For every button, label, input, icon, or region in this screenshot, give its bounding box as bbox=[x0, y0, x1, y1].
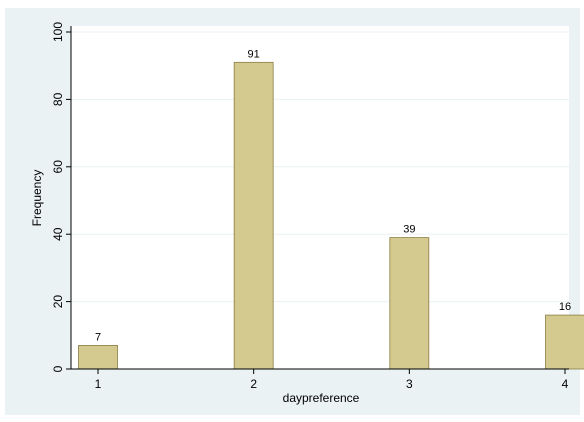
x-tick-label: 4 bbox=[562, 377, 569, 391]
y-tick-label: 100 bbox=[51, 22, 65, 42]
x-axis: 1 2 3 4 bbox=[71, 368, 569, 391]
bar-3 bbox=[389, 237, 430, 370]
y-tick-label: 20 bbox=[51, 295, 65, 309]
bar-4 bbox=[545, 314, 584, 370]
data-label-4: 16 bbox=[559, 301, 571, 313]
y-tick-label: 60 bbox=[51, 160, 65, 174]
bars: 7 91 39 16 bbox=[78, 48, 584, 370]
data-label-1: 7 bbox=[95, 331, 101, 343]
bar-1 bbox=[78, 345, 118, 370]
x-tick-label: 3 bbox=[406, 377, 413, 391]
x-tick-label: 1 bbox=[95, 377, 102, 391]
y-axis-title: Frequency bbox=[30, 170, 44, 227]
y-tick-label: 80 bbox=[51, 92, 65, 106]
y-axis: 0 20 40 60 80 100 bbox=[51, 22, 72, 372]
data-label-2: 91 bbox=[248, 48, 260, 60]
gridlines bbox=[71, 31, 569, 303]
data-label-3: 39 bbox=[403, 224, 415, 236]
y-tick-label: 0 bbox=[51, 365, 65, 372]
x-tick-label: 2 bbox=[250, 377, 257, 391]
bar-2 bbox=[233, 61, 274, 370]
y-tick-label: 40 bbox=[51, 227, 65, 241]
x-axis-title: daypreference bbox=[283, 391, 360, 405]
plot-area bbox=[71, 26, 569, 369]
